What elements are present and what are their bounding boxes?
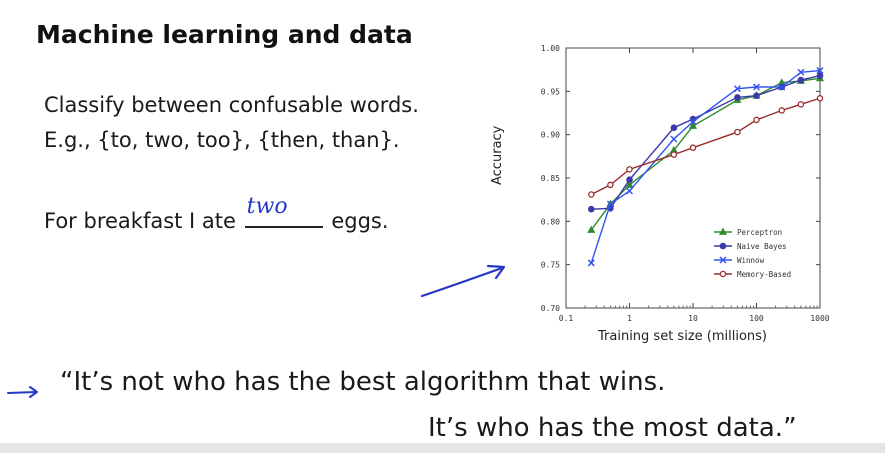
data-point-circle xyxy=(816,72,824,80)
data-point-open-circle xyxy=(670,151,678,158)
data-point-open-circle xyxy=(588,191,595,198)
data-point-x xyxy=(816,67,824,75)
legend-entry: Memory-Based xyxy=(714,270,791,279)
data-point-x xyxy=(797,68,805,76)
data-point-circle xyxy=(719,242,727,250)
chart-series xyxy=(587,67,825,267)
series-line xyxy=(590,77,821,231)
data-point-open-circle xyxy=(753,116,760,124)
data-point-triangle xyxy=(688,121,698,129)
data-point-x xyxy=(670,135,678,143)
sentence-before: For breakfast I ate xyxy=(44,209,236,233)
x-tick-label: 1 xyxy=(627,314,632,323)
series-memory-based xyxy=(588,95,824,198)
quote-line-2: It’s who has the most data.” xyxy=(428,413,797,443)
legend-label: Naive Bayes xyxy=(737,242,787,251)
data-point-circle xyxy=(797,76,805,84)
data-point-circle xyxy=(670,124,678,132)
sentence-after: eggs. xyxy=(331,209,389,233)
chart-axes: 0.70 0.75 0.80 0.85 0.90 0.95 1.00 0.1 1 10 100 100… xyxy=(541,44,830,323)
data-point-x xyxy=(587,259,595,267)
data-point-x xyxy=(689,118,697,126)
data-point-open-circle xyxy=(626,166,633,173)
y-tick-label: 0.90 xyxy=(541,131,560,140)
y-tick-label: 0.85 xyxy=(541,174,560,183)
series-perceptron xyxy=(587,73,825,233)
data-point-x xyxy=(625,187,634,195)
data-point-circle xyxy=(626,176,633,184)
legend-entry: Winnow xyxy=(714,256,765,265)
data-point-triangle xyxy=(625,180,634,188)
x-tick-label: 1000 xyxy=(810,314,829,323)
y-tick-label: 0.95 xyxy=(541,87,560,96)
legend-label: Memory-Based xyxy=(737,270,791,279)
y-tick-label: 0.75 xyxy=(541,261,560,270)
x-tick-label: 0.1 xyxy=(559,314,574,323)
series-line xyxy=(590,69,821,264)
data-point-triangle xyxy=(587,225,596,233)
y-tick-label: 0.70 xyxy=(541,304,560,313)
series-line xyxy=(590,97,821,196)
x-tick-label: 100 xyxy=(749,314,764,323)
data-point-open-circle xyxy=(816,95,824,102)
slide-title: Machine learning and data xyxy=(36,20,413,49)
y-tick-label: 0.80 xyxy=(541,217,560,226)
data-point-x xyxy=(733,85,741,93)
fill-blank: two xyxy=(244,194,323,228)
example-sentence: For breakfast I ate two eggs. xyxy=(44,194,389,233)
x-tick-label: 10 xyxy=(688,314,698,323)
data-point-x xyxy=(778,83,786,91)
chart-legend: Perceptron Naive Bayes Winnow Memory-Based xyxy=(714,227,791,279)
handdrawn-bullet-arrow-icon xyxy=(7,386,38,398)
data-point-x xyxy=(752,83,761,91)
video-bottom-bar xyxy=(0,443,885,453)
series-line xyxy=(591,75,821,210)
text-line-example: E.g., {to, two, too}, {then, than}. xyxy=(44,128,400,152)
legend-entry: Perceptron xyxy=(714,227,782,237)
legend-label: Winnow xyxy=(737,256,765,265)
data-point-open-circle xyxy=(607,181,614,189)
chart-y-label: Accuracy xyxy=(490,125,505,185)
data-point-circle xyxy=(734,94,741,101)
data-point-x xyxy=(719,256,727,264)
text-line-classify: Classify between confusable words. xyxy=(44,93,419,117)
series-winnow xyxy=(587,67,824,267)
data-point-x xyxy=(606,200,614,208)
legend-entry: Naive Bayes xyxy=(714,242,787,251)
y-tick-label: 1.00 xyxy=(541,44,560,53)
accuracy-chart: 0.70 0.75 0.80 0.85 0.90 0.95 1.00 0.1 1 10 100 100… xyxy=(541,44,830,323)
data-point-circle xyxy=(587,205,595,213)
series-naive-bayes xyxy=(587,72,824,213)
data-point-open-circle xyxy=(797,101,805,108)
handwritten-answer: two xyxy=(246,194,288,219)
handdrawn-arrow-icon xyxy=(420,264,506,298)
data-point-circle xyxy=(753,92,760,99)
data-point-open-circle xyxy=(778,107,786,114)
data-point-open-circle xyxy=(719,270,727,278)
data-point-open-circle xyxy=(689,144,697,151)
chart-x-label: Training set size (millions) xyxy=(598,329,767,344)
quote-line-1: “It’s not who has the best algorithm tha… xyxy=(60,367,666,397)
data-point-open-circle xyxy=(734,128,741,136)
legend-label: Perceptron xyxy=(737,228,782,237)
data-point-triangle xyxy=(718,227,728,235)
